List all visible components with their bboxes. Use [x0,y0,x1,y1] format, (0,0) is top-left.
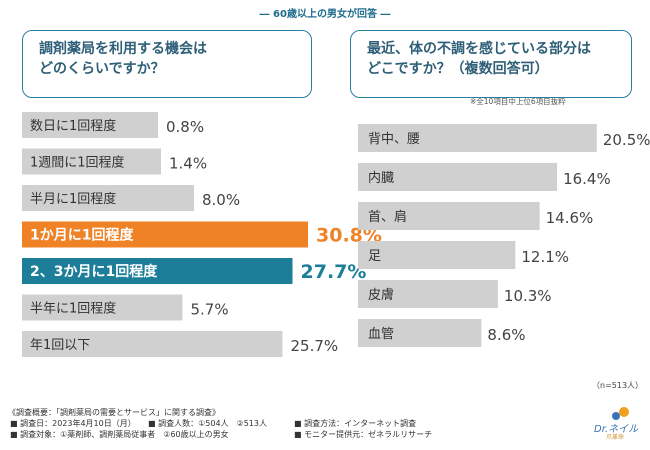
right-bar-category: 足 [368,249,381,264]
logo-text: Dr.ネイル [594,424,639,435]
left-bar-category: 半月に1回程度 [30,191,116,207]
footer-target: ■ 調査対象：①薬剤師、調剤薬局従事者 ②60歳以上の男女 [10,430,229,439]
right-bar-category: 皮膚 [368,287,394,303]
left-bar-value-label: 0.8% [166,118,204,136]
left-bar [22,294,183,321]
right-question-line-2: どこですか？（複数回答可） [367,61,549,77]
right-question-box: 最近、体の不調を感じている部分は どこですか？（複数回答可） [350,30,632,98]
right-bar [358,124,597,152]
right-bar-category: 血管 [368,327,394,342]
left-bar-category: 1か月に1回程度 [30,227,134,244]
left-bar [22,331,283,357]
left-question-line-1: 調剤薬局を利用する機会は [39,41,207,57]
excerpt-note: ※全10項目中上位6項目抜粋 [470,97,566,106]
logo-sub: 爪革命 [606,434,625,441]
left-bar [22,185,194,211]
left-question-box: 調剤薬局を利用する機会は どのくらいですか？ [22,30,312,98]
right-bar-category: 内臓 [368,170,394,186]
left-bar-value-label: 1.4% [169,155,207,173]
logo-mark-icon [612,407,629,420]
right-question-line-1: 最近、体の不調を感じている部分は [367,41,591,57]
right-bar [358,202,540,230]
left-bar-category: 2、3か月に1回程度 [30,263,158,280]
right-bar [358,280,498,308]
right-bar-value-label: 10.3% [504,287,552,305]
right-bar-value-label: 12.1% [521,248,569,266]
survey-footer: 《調査概要：「調剤薬局の需要とサービス」に関する調査》 ■ 調査日：2023年4… [8,407,568,440]
right-bar [358,163,558,191]
left-bar [22,258,293,284]
right-bar-value-label: 14.6% [546,209,594,227]
left-bar-category: 数日に1回程度 [30,118,116,134]
left-bar-value-label: 8.0% [202,191,240,209]
right-bar-category: 背中、腰 [368,132,420,147]
right-bar [358,241,516,269]
right-bar [358,319,482,347]
left-bar [22,112,158,138]
footer-method: ■ 調査方法：インターネット調査 [294,419,417,428]
footer-count: ■ 調査人数：①504人 ②513人 [148,419,267,428]
brand-logo: Dr.ネイル 爪革命 [594,404,640,442]
left-bar-value-label: 5.7% [191,301,229,319]
left-bar-value-label: 27.7% [301,261,367,283]
right-bar-value-label: 16.4% [563,170,611,188]
left-bar [22,148,161,175]
left-question-line-2: どのくらいですか？ [39,61,165,77]
footer-provider: ■ モニター提供元：ゼネラルリサーチ [294,430,433,439]
right-bar-value-label: 20.5% [603,131,650,149]
survey-header: ― 60歳以上の男女が回答 ― [259,9,391,20]
left-bar-category: 半年に1回程度 [30,301,116,317]
right-bar-category: 首、肩 [368,209,407,225]
right-bar-value-label: 8.6% [487,326,525,344]
left-bar [22,221,308,248]
sample-size-label: （n=513人） [592,381,643,390]
left-bar-value-label: 25.7% [291,337,339,355]
left-bar-category: 年1回以下 [30,338,90,353]
left-bar-category: 1週間に1回程度 [30,155,125,171]
footer-title: 《調査概要：「調剤薬局の需要とサービス」に関する調査》 [8,408,220,417]
footer-date: ■ 調査日：2023年4月10日（月） [10,419,136,428]
